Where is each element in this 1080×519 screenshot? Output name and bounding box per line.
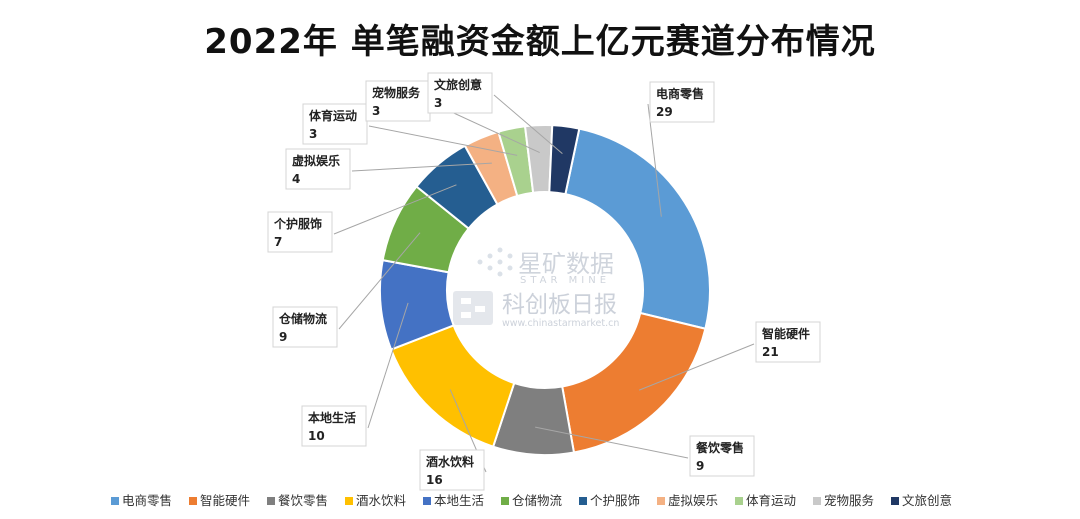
data-callout: 仓储物流 9 [272,306,338,348]
callout-box [267,211,333,253]
data-callout: 智能硬件 21 [755,321,821,363]
leader-line [493,94,563,154]
callout-box [272,306,338,348]
legend-swatch [657,497,665,505]
leader-line [639,343,755,391]
leader-line [535,426,689,459]
callout-box [755,321,821,363]
callout-category-label: 酒水饮料 [426,454,474,469]
leader-line [333,184,457,235]
data-callout: 酒水饮料 16 [419,449,485,491]
data-callout: 文旅创意 3 [427,72,493,114]
data-callout: 宠物服务 3 [365,80,431,122]
legend-swatch [189,497,197,505]
callout-box [649,81,715,123]
legend-item: 电商零售 [111,493,172,508]
callout-box [419,449,485,491]
callout-category-label: 餐饮零售 [696,440,744,455]
pie-slice [561,311,707,454]
legend-label: 电商零售 [122,493,172,508]
callout-category-label: 本地生活 [308,410,356,425]
callout-value-label: 21 [762,345,779,359]
data-callout: 体育运动 3 [302,103,368,145]
callout-value-label: 3 [309,127,317,141]
callout-box [689,435,755,477]
watermark-url: www.chinastarmarket.cn [502,318,619,329]
legend-swatch [501,497,509,505]
legend-label: 体育运动 [746,493,796,508]
callout-category-label: 宠物服务 [372,85,421,100]
leader-line [647,103,662,217]
callout-value-label: 4 [292,172,300,186]
legend-item: 酒水饮料 [345,493,407,508]
legend-item: 宠物服务 [813,493,874,508]
legend-item: 餐饮零售 [267,493,328,508]
legend-label: 个护服饰 [590,493,640,508]
pie-slice [548,124,581,196]
data-callout: 个护服饰 7 [267,211,333,253]
legend-item: 本地生活 [423,493,484,508]
legend-swatch [813,497,821,505]
watermark: 星矿数据 STAR MINE 科创板日报 www.chinastarmarket… [453,247,619,329]
callout-value-label: 3 [434,96,442,110]
callout-category-label: 体育运动 [309,108,357,123]
legend-label: 酒水饮料 [356,493,407,508]
leader-line [351,162,492,172]
callout-box [285,148,351,190]
chart-title: 2022年 单笔融资金额上亿元赛道分布情况 [204,22,876,62]
callout-value-label: 3 [372,104,380,118]
legend-item: 虚拟娱乐 [657,493,718,508]
legend-label: 智能硬件 [200,493,250,508]
legend-item: 文旅创意 [891,493,952,508]
data-callout: 虚拟娱乐 4 [285,148,351,190]
legend-label: 虚拟娱乐 [668,493,718,508]
watermark-name-cn: 科创板日报 [502,292,617,318]
callout-value-label: 16 [426,473,443,487]
leader-line [368,125,518,156]
callout-category-label: 仓储物流 [278,311,327,326]
leader-line [338,232,421,330]
callout-box [302,103,368,145]
legend-label: 宠物服务 [824,493,874,508]
legend-swatch [735,497,743,505]
data-callout: 本地生活 10 [301,405,367,447]
callout-category-label: 智能硬件 [761,326,810,341]
legend-item: 个护服饰 [579,493,640,508]
data-callout: 电商零售 29 [649,81,715,123]
callout-value-label: 9 [696,459,704,473]
legend-swatch [111,497,119,505]
star-mine-logo-icon [477,247,513,277]
data-callout: 餐饮零售 9 [689,435,755,477]
pie-slice [564,127,711,330]
callout-value-label: 29 [656,105,673,119]
callout-value-label: 7 [274,235,282,249]
callout-category-label: 电商零售 [656,86,704,101]
legend-label: 文旅创意 [902,493,952,508]
legend-item: 体育运动 [735,493,796,508]
callout-box [427,72,493,114]
watermark-brand-en: STAR MINE [520,275,610,286]
chinastarmarket-logo-icon [453,291,493,325]
legend-swatch [579,497,587,505]
callout-value-label: 10 [308,429,325,443]
legend-label: 仓储物流 [512,493,563,508]
legend-swatch [423,497,431,505]
legend-swatch [891,497,899,505]
callout-value-label: 9 [279,330,287,344]
callout-box [365,80,431,122]
callout-category-label: 文旅创意 [434,77,482,92]
pie-slice [389,324,516,448]
legend-label: 本地生活 [434,493,484,508]
callout-category-label: 虚拟娱乐 [292,153,340,168]
legend-item: 智能硬件 [189,493,250,508]
callout-box [301,405,367,447]
leader-line [367,302,409,429]
callout-category-label: 个护服饰 [273,216,322,231]
legend-label: 餐饮零售 [278,493,328,508]
legend-swatch [267,497,275,505]
legend-item: 仓储物流 [501,493,563,508]
legend-swatch [345,497,353,505]
watermark-brand-cn: 星矿数据 [518,250,614,278]
